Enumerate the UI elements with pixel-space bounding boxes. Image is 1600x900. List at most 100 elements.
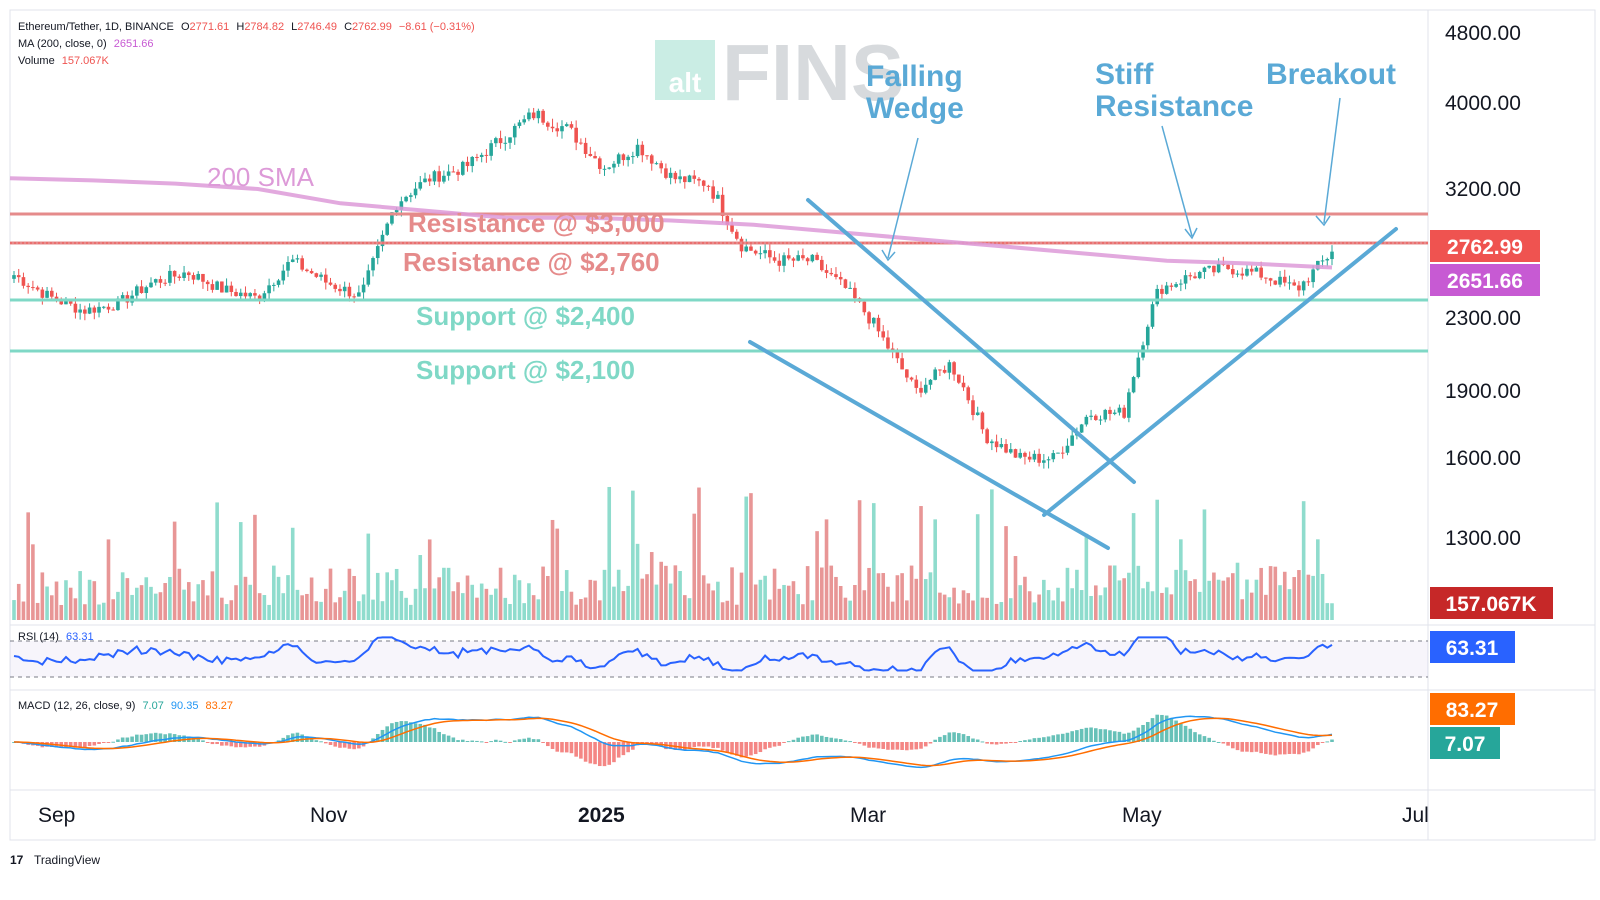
volume-bar	[144, 577, 149, 620]
macd-histogram-bar	[895, 742, 900, 750]
legend-o-value: 2771.61	[190, 21, 230, 33]
volume-bar	[796, 594, 800, 620]
volume-bar	[687, 598, 692, 620]
macd-histogram-bar	[120, 737, 125, 742]
candle-body	[1004, 444, 1008, 453]
macd-signal-badge-text: 83.27	[1446, 699, 1499, 722]
volume-bar	[616, 569, 621, 620]
candle-body	[1259, 267, 1263, 278]
macd-histogram-bar	[357, 742, 361, 749]
macd-histogram-bar	[399, 721, 404, 742]
volume-bar	[479, 583, 484, 620]
volume-bar	[654, 584, 659, 620]
macd-histogram-bar	[711, 742, 715, 749]
volume-bar	[1065, 567, 1070, 620]
candle-body	[966, 387, 971, 401]
candle-body	[163, 282, 167, 284]
volume-bar	[1301, 501, 1306, 620]
candle-body	[177, 276, 182, 278]
candle-body	[1150, 304, 1155, 327]
volume-bar	[664, 565, 668, 620]
macd-histogram-bar	[158, 733, 163, 742]
candle-body	[21, 277, 26, 286]
volume-bar	[272, 565, 276, 620]
macd-histogram-bar	[498, 740, 503, 742]
macd-histogram-bar	[824, 736, 829, 742]
candle-body	[508, 137, 512, 143]
macd-histogram-bar	[692, 742, 697, 748]
candle-body	[843, 279, 848, 288]
macd-histogram-bar	[1197, 734, 1202, 742]
macd-histogram-bar	[460, 739, 465, 742]
macd-histogram-bar	[1212, 740, 1216, 742]
volume-bar	[564, 570, 569, 620]
macd-histogram-bar	[1046, 736, 1051, 742]
macd-legend: MACD (12, 26, close, 9) 7.07 90.35 83.27	[18, 700, 233, 712]
volume-bar	[333, 602, 338, 620]
candle-body	[971, 400, 975, 416]
candle-body	[536, 110, 541, 119]
price-tick: 3200.00	[1445, 178, 1521, 201]
volume-bar	[1306, 574, 1311, 620]
candle-body	[801, 255, 805, 259]
annotation-arrows	[881, 97, 1341, 262]
macd-histogram-bar	[947, 732, 952, 742]
volume-bar	[621, 591, 626, 620]
macd-histogram-bar	[782, 742, 786, 743]
volume-bar	[966, 593, 971, 620]
macd-histogram-bar	[1230, 742, 1235, 749]
candle-body	[853, 287, 857, 299]
candle-body	[352, 296, 356, 298]
candle-body	[432, 171, 437, 182]
volume-bar	[120, 572, 125, 620]
macd-histogram-bar	[834, 738, 838, 742]
chart-legend: Ethereum/Tether, 1D, BINANCE O2771.61 H2…	[18, 21, 475, 67]
volume-bar	[1311, 575, 1315, 620]
volume-bar	[494, 588, 498, 620]
macd-histogram-bar	[701, 742, 706, 747]
volume-bar	[999, 602, 1004, 620]
candle-body	[31, 287, 35, 289]
volume-bar	[791, 581, 796, 620]
volume-bar	[437, 577, 441, 620]
volume-bar	[87, 579, 92, 620]
macd-histogram-bar	[73, 742, 78, 748]
candle-body	[1027, 456, 1032, 460]
macd-histogram-bar	[1112, 731, 1117, 742]
macd-histogram-bar	[1051, 735, 1056, 742]
candle-body	[1008, 449, 1013, 453]
volume-bar	[631, 490, 635, 620]
macd-histogram-bar	[1150, 718, 1155, 742]
macd-histogram-bar	[1027, 739, 1032, 742]
volume-bar	[772, 568, 777, 620]
candle-body	[1160, 288, 1164, 294]
ma-badge-bg	[1430, 264, 1540, 296]
volume-bar	[361, 594, 366, 620]
volume-bar	[309, 577, 314, 620]
ma-badge-text: 2651.66	[1447, 270, 1523, 293]
candle-body	[276, 280, 281, 285]
candle-body	[1145, 326, 1150, 346]
altfins-watermark: alt FINS	[655, 28, 904, 117]
price-axis: 4800.00 4000.00 3200.00 2300.00 1900.00 …	[1445, 22, 1521, 550]
volume-bar	[1264, 594, 1268, 620]
time-tick: Nov	[310, 804, 348, 827]
macd-histogram-bar	[106, 742, 111, 743]
volume-bar	[1249, 592, 1254, 620]
volume-bar	[116, 591, 120, 620]
volume-bar	[1122, 578, 1126, 620]
candle-body	[437, 171, 441, 182]
macd-histogram-bar	[626, 742, 630, 753]
macd-histogram-bar	[78, 742, 82, 748]
candle-body	[470, 156, 475, 167]
macd-histogram-bar	[1089, 727, 1093, 742]
candle-body	[409, 195, 413, 197]
macd-histogram-bar	[149, 733, 153, 742]
volume-bar	[1023, 576, 1027, 620]
macd-histogram-bar	[597, 742, 602, 767]
volume-bar	[1240, 599, 1245, 620]
volume-bar	[711, 590, 715, 620]
volume-bar	[342, 590, 347, 620]
macd-histogram-bar	[484, 742, 489, 743]
volume-bar	[1193, 579, 1197, 620]
